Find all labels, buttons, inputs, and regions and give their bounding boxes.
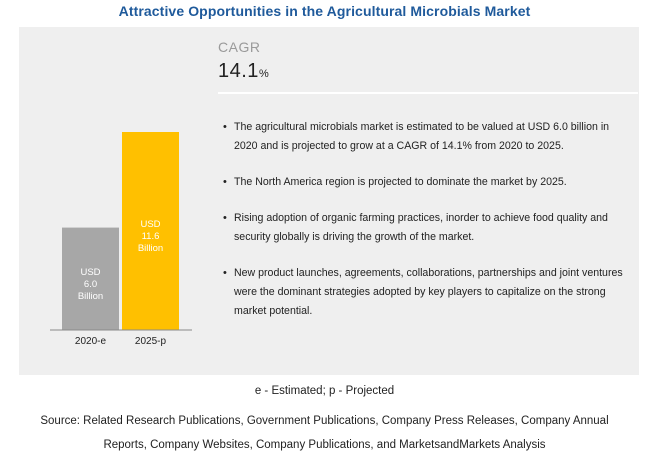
finding-item: New product launches, agreements, collab… xyxy=(218,264,626,321)
cagr-number: 14.1 xyxy=(218,60,259,82)
cagr-value: 14.1% xyxy=(218,60,269,83)
estimate-legend-note: e - Estimated; p - Projected xyxy=(254,385,395,397)
bar-value-label: 11.6 xyxy=(142,231,160,242)
finding-item: Rising adoption of organic farming pract… xyxy=(218,209,626,247)
cagr-unit: % xyxy=(258,68,270,80)
chart-title: Attractive Opportunities in the Agricult… xyxy=(118,3,531,19)
finding-item: The North America region is projected to… xyxy=(218,173,626,192)
bar-value-label: Billion xyxy=(78,291,103,302)
bar-2020-e xyxy=(62,227,119,330)
bar-value-label: 6.0 xyxy=(84,279,97,290)
bar-value-label: Billion xyxy=(138,243,163,254)
bar-value-label: USD xyxy=(140,219,160,230)
key-findings-list: The agricultural microbials market is es… xyxy=(218,118,626,338)
bar-value-label: USD xyxy=(80,267,100,278)
cagr-divider xyxy=(218,92,638,94)
bar-2025-p xyxy=(122,132,179,330)
source-note: Source: Related Research Publications, G… xyxy=(40,415,609,451)
finding-item: The agricultural microbials market is es… xyxy=(218,118,626,156)
x-tick-label: 2020-e xyxy=(75,336,107,347)
x-tick-label: 2025-p xyxy=(135,336,167,347)
cagr-label: CAGR xyxy=(218,39,261,55)
